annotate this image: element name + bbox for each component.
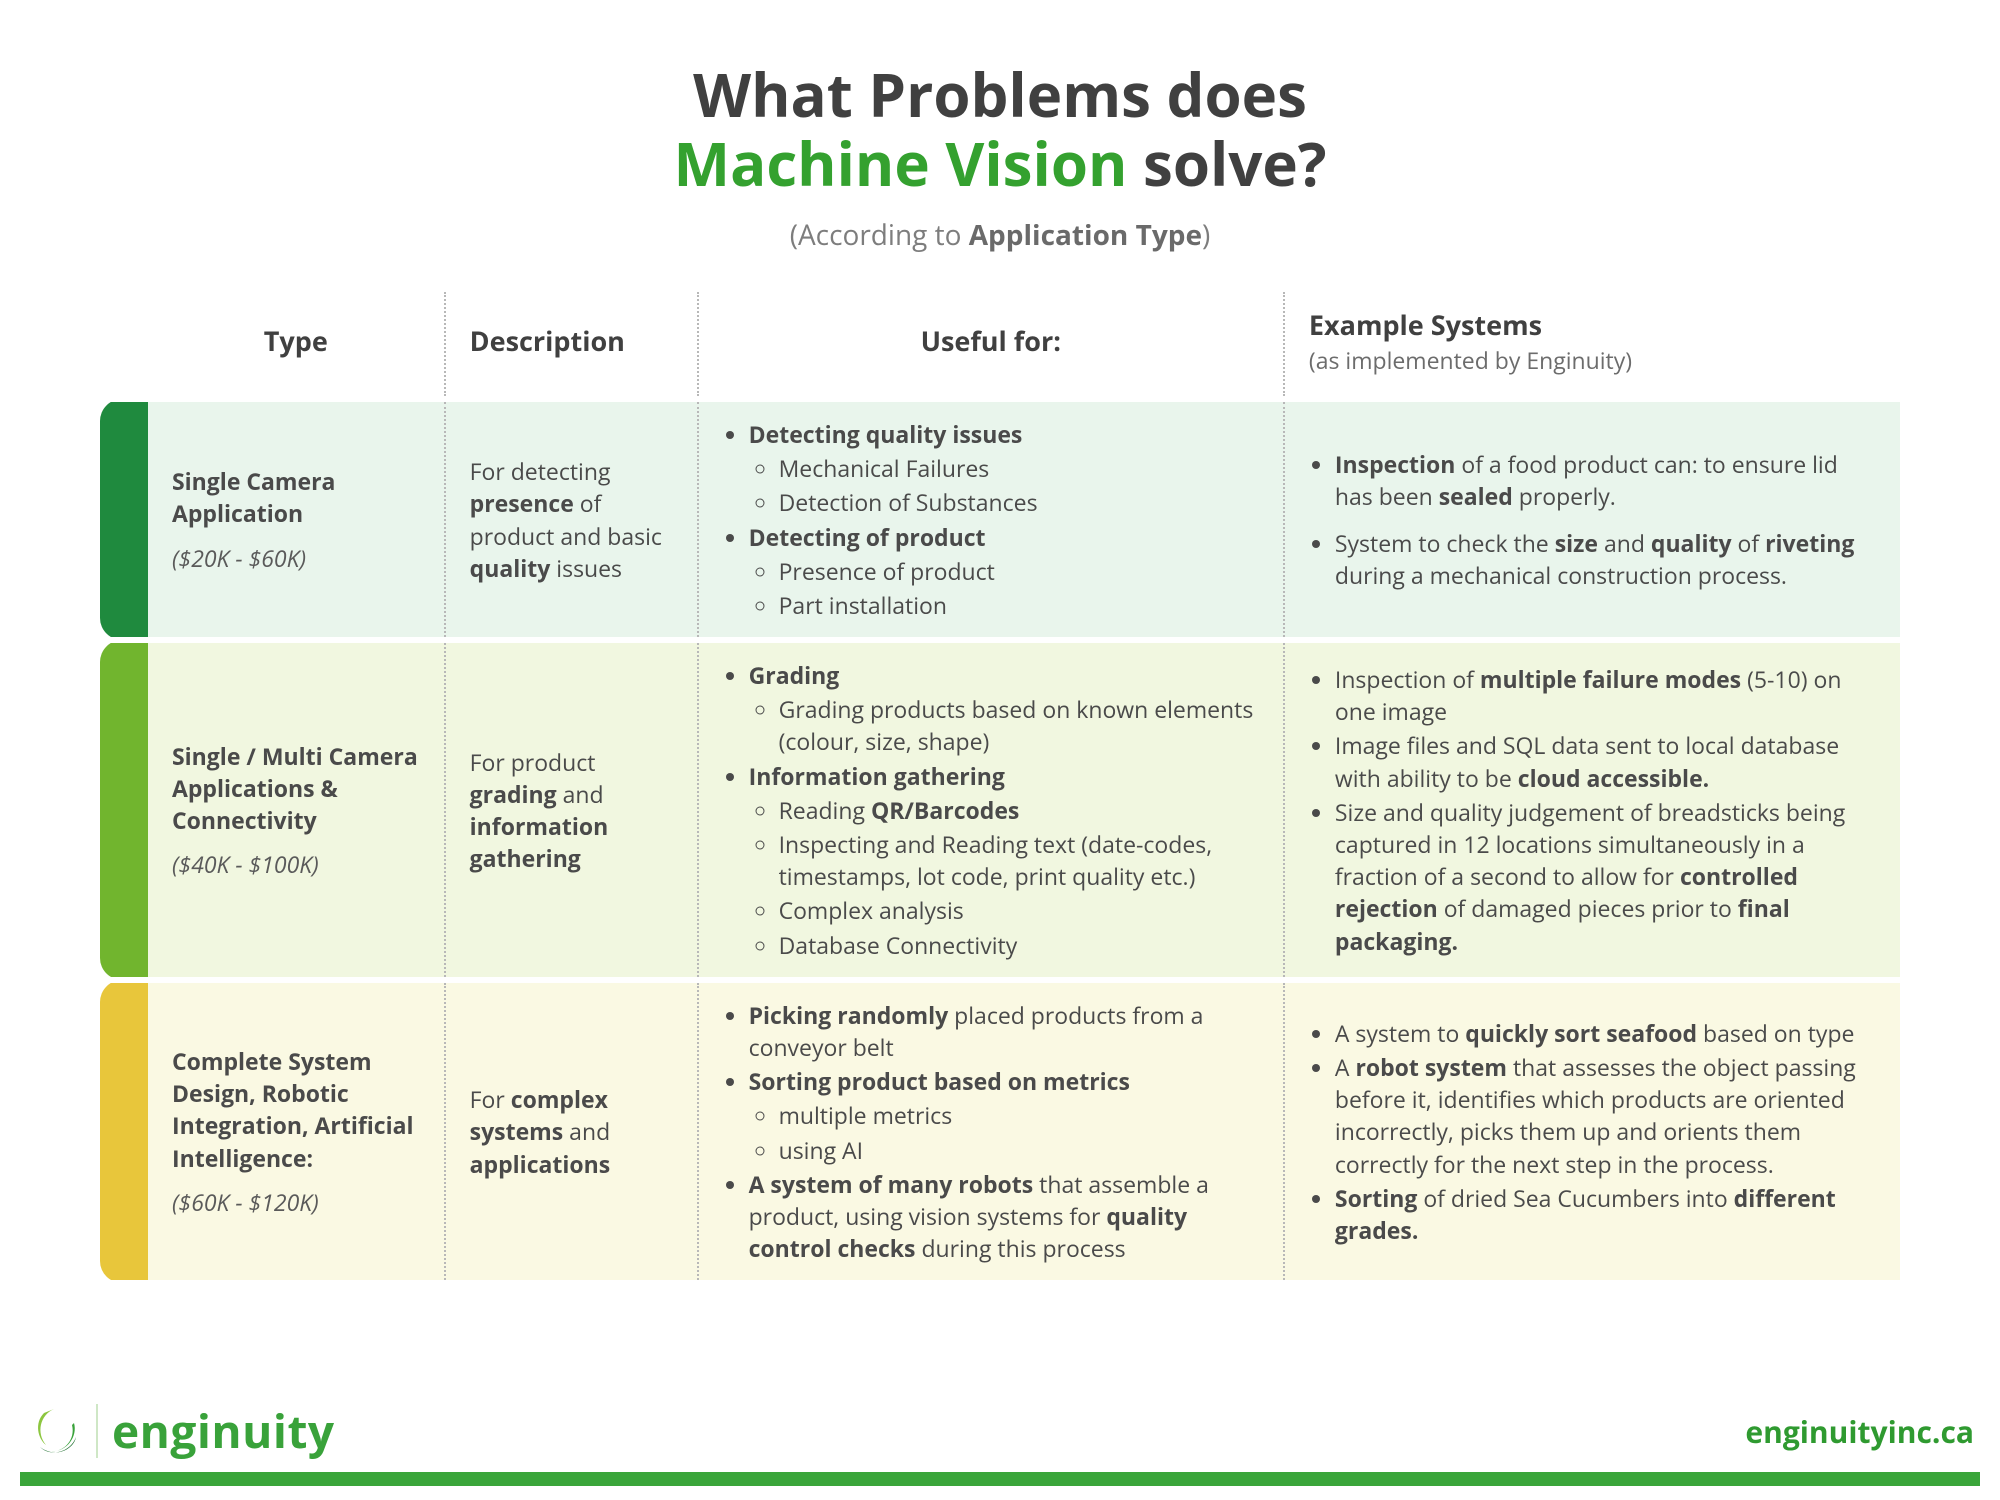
cell-type: Single Camera Application ($20K - $60K) (148, 399, 445, 640)
footer-accent-bar (20, 1472, 1980, 1486)
brand-url: enginuityinc.ca (1745, 1411, 1974, 1452)
cell-examples: Inspection of a food product can: to ens… (1284, 399, 1900, 640)
table-body: Single Camera Application ($20K - $60K) … (100, 399, 1900, 1283)
table-row: Single / Multi Camera Applications & Con… (100, 640, 1900, 980)
footer: enginuity enginuityinc.ca (20, 1400, 1980, 1500)
title-line2-post: solve? (1127, 122, 1326, 204)
cell-examples: Inspection of multiple failure modes (5-… (1284, 640, 1900, 980)
cell-examples: A system to quickly sort seafood based o… (1284, 980, 1900, 1284)
infographic-page: What Problems does Machine Vision solve?… (0, 0, 2000, 1500)
brand-logo: enginuity (26, 1400, 335, 1462)
col-type: Type (148, 292, 445, 399)
cell-description: For complex systems and applications (445, 980, 698, 1284)
cell-useful: Picking randomly placed products from a … (698, 980, 1284, 1284)
col-useful: Useful for: (698, 292, 1284, 399)
table-row: Single Camera Application ($20K - $60K) … (100, 399, 1900, 640)
table-row: Complete System Design, Robotic Integrat… (100, 980, 1900, 1284)
brand-name: enginuity (112, 1400, 335, 1462)
page-subtitle: (According to Application Type) (100, 216, 1900, 254)
row-accent-stripe (100, 640, 148, 980)
cell-type: Complete System Design, Robotic Integrat… (148, 980, 445, 1284)
title-accent: Machine Vision (674, 122, 1128, 204)
page-title: What Problems does Machine Vision solve? (100, 60, 1900, 198)
comparison-table: Type Description Useful for: Example Sys… (100, 292, 1900, 1286)
table-header-row: Type Description Useful for: Example Sys… (100, 292, 1900, 399)
row-accent-stripe (100, 980, 148, 1284)
cell-useful: Detecting quality issuesMechanical Failu… (698, 399, 1284, 640)
col-description: Description (445, 292, 698, 399)
col-examples: Example Systems (as implemented by Engin… (1284, 292, 1900, 399)
cell-type: Single / Multi Camera Applications & Con… (148, 640, 445, 980)
cell-useful: GradingGrading products based on known e… (698, 640, 1284, 980)
cell-description: For product grading and information gath… (445, 640, 698, 980)
logo-icon (26, 1403, 82, 1459)
row-accent-stripe (100, 399, 148, 640)
cell-description: For detecting presence of product and ba… (445, 399, 698, 640)
